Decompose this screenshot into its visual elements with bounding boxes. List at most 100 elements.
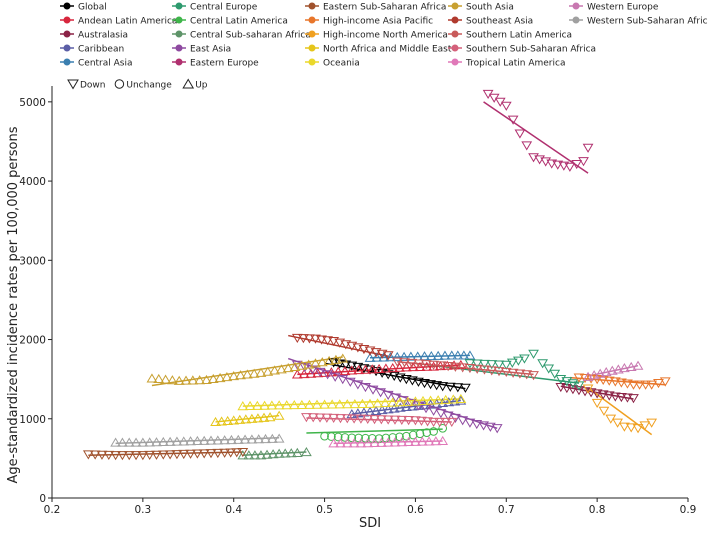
data-point [276,364,287,374]
legend-item: Global [60,2,107,13]
data-point [130,437,142,447]
data-point [588,370,600,380]
series [237,447,312,460]
data-point [600,366,612,377]
data-point [615,393,627,403]
data-point [337,353,349,363]
series [210,410,285,427]
data-point [153,373,165,384]
x-tick-label: 0.9 [680,504,697,516]
data-point [216,416,227,426]
data-point [528,371,539,381]
data-point [314,367,326,378]
data-point [198,435,210,445]
data-point [423,436,435,446]
data-point [549,369,561,379]
legend-item: High-income Asia Pacific [305,16,433,27]
data-point [437,397,449,408]
data-point [425,350,437,361]
data-point [373,363,385,373]
data-point [228,370,240,381]
data-point [267,449,279,459]
data-point [443,397,455,407]
data-point [375,415,387,425]
data-point [382,390,394,401]
legend-item: High-income North America [305,30,448,41]
y-axis-label: Age-standardized incidence rates per 100… [6,126,21,483]
data-point [246,413,258,423]
data-point [212,435,224,445]
data-point [628,394,639,404]
data-point [253,434,265,444]
data-point [296,360,308,370]
data-point [432,395,444,405]
legend-item: Central Sub-saharan Africa [172,30,311,41]
data-point [628,380,639,390]
y-tick-label: 1000 [19,414,46,426]
data-point [438,423,448,433]
data-point [442,362,454,372]
data-point [117,451,128,461]
legend-swatch-marker [175,2,183,10]
data-point [382,437,394,447]
y-tick-label: 0 [39,493,46,505]
data-point [239,434,251,444]
data-point [307,413,319,423]
legend-item: North Africa and Middle East [305,44,452,55]
data-point [237,450,249,460]
legend-item: Central Latin America [172,16,288,27]
data-point [632,424,644,434]
data-point [310,334,321,344]
trend-legend-marker [67,79,79,90]
data-point [341,438,353,448]
data-point [394,397,406,407]
legend-swatch-marker [572,2,580,10]
data-point [214,372,226,383]
data-point [446,350,458,360]
data-point [421,361,433,371]
data-point [171,436,183,446]
series [110,433,285,447]
data-point [405,351,417,361]
data-point [594,368,606,378]
trend-legend: Down Unchange Up [67,78,208,91]
data-point [228,415,240,425]
legend-item: Western Sub-Saharan Africa [569,16,708,27]
data-point [391,357,403,367]
y-tick-label: 2000 [19,335,46,347]
data-point [622,393,633,403]
data-point [137,451,149,461]
data-point [364,398,376,408]
data-point [400,375,412,385]
data-point [157,450,169,460]
data-point [402,431,411,441]
data-point [376,405,388,415]
fit-line [88,451,243,456]
legend-label: High-income Asia Pacific [323,17,433,27]
data-point [457,416,469,426]
data-point [322,336,333,346]
legend-swatch-marker [63,16,71,24]
y-tick-label: 3000 [19,255,46,267]
data-point [353,365,365,375]
data-point [396,437,408,447]
data-point [137,437,149,447]
data-point [500,367,512,378]
data-point [376,349,388,359]
data-point [191,435,203,446]
data-point [458,350,470,360]
data-point [440,394,452,404]
data-point [552,160,564,170]
data-point [364,346,376,356]
data-point [597,375,609,385]
data-point [485,422,496,432]
trend-legend-item: Down [67,79,106,91]
data-point [396,415,408,425]
data-point [360,364,371,374]
data-point [564,162,576,172]
data-point [537,359,549,369]
data-point [387,397,399,407]
data-point [255,450,267,460]
data-point [299,363,311,373]
data-point [335,438,346,448]
